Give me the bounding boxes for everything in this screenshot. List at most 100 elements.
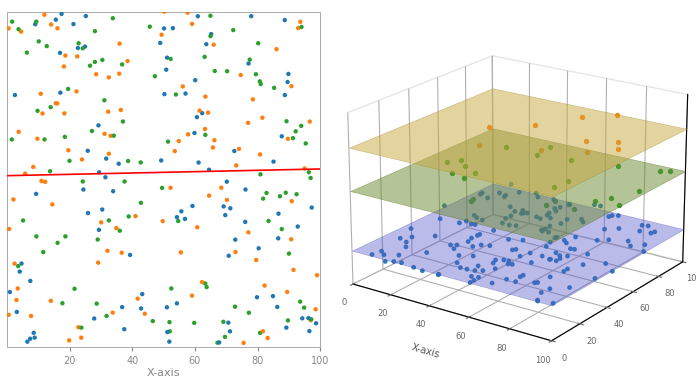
Point xyxy=(119,178,130,184)
Point xyxy=(200,126,211,132)
Point xyxy=(108,188,119,194)
Point xyxy=(200,132,211,138)
Point xyxy=(291,191,302,198)
Point xyxy=(13,26,24,32)
Point xyxy=(304,119,315,125)
Point xyxy=(219,334,230,340)
Point xyxy=(132,296,143,302)
Point xyxy=(52,25,63,31)
Point xyxy=(79,44,90,50)
Point xyxy=(114,228,125,234)
Point xyxy=(82,210,93,216)
Point xyxy=(286,198,297,204)
Point xyxy=(273,235,284,241)
Point xyxy=(255,151,266,157)
Point xyxy=(306,204,317,211)
Point xyxy=(221,197,232,203)
Point xyxy=(107,310,118,316)
Point xyxy=(242,120,253,126)
Point xyxy=(165,56,176,62)
Point xyxy=(259,283,270,289)
Point xyxy=(230,162,242,169)
Point xyxy=(11,309,22,315)
Point xyxy=(196,279,207,285)
Point xyxy=(247,96,258,102)
Point xyxy=(22,338,33,345)
Point xyxy=(32,136,43,142)
Point xyxy=(92,236,103,243)
Point xyxy=(50,17,61,23)
Point xyxy=(57,300,68,306)
Point xyxy=(4,289,15,295)
Point xyxy=(166,285,177,291)
Point xyxy=(229,148,240,154)
Point xyxy=(175,249,187,256)
Point xyxy=(31,18,42,25)
Point xyxy=(164,319,175,325)
Point xyxy=(303,315,314,321)
Point xyxy=(295,19,306,25)
Point xyxy=(161,329,173,335)
Point xyxy=(177,84,189,90)
Point xyxy=(45,22,56,28)
Point xyxy=(122,58,133,64)
Point xyxy=(310,320,322,326)
Point xyxy=(33,38,45,44)
Point xyxy=(171,214,182,220)
Point xyxy=(144,23,155,30)
Point xyxy=(84,63,95,69)
Point xyxy=(304,328,315,334)
Point xyxy=(216,184,227,191)
Point xyxy=(101,313,112,319)
Point xyxy=(157,185,168,191)
Point xyxy=(282,79,293,85)
Point xyxy=(136,305,147,311)
Point xyxy=(40,179,51,185)
Point xyxy=(102,248,113,254)
Point xyxy=(279,92,290,98)
Point xyxy=(233,146,244,152)
Point xyxy=(200,41,212,47)
Point xyxy=(169,148,180,154)
Point xyxy=(25,278,36,284)
Point xyxy=(60,233,71,239)
Point xyxy=(255,171,266,177)
Point xyxy=(283,251,294,257)
Point xyxy=(269,85,280,91)
Point xyxy=(182,10,193,16)
Point xyxy=(261,190,272,196)
Point xyxy=(173,138,184,144)
Point xyxy=(161,304,173,310)
Point xyxy=(37,110,48,117)
Point xyxy=(194,107,205,114)
Point xyxy=(116,107,127,113)
Point xyxy=(9,92,20,98)
Point xyxy=(180,216,191,222)
Point xyxy=(200,280,211,286)
Point xyxy=(118,119,129,125)
Point xyxy=(111,225,122,231)
Point xyxy=(139,311,150,317)
Point xyxy=(6,18,17,25)
Point xyxy=(63,337,74,343)
Point xyxy=(230,304,241,310)
Point xyxy=(72,45,84,51)
Point xyxy=(125,252,136,258)
Point xyxy=(73,40,84,46)
Point xyxy=(94,169,105,175)
Point xyxy=(82,148,93,154)
Point xyxy=(22,50,33,56)
Point xyxy=(191,224,203,230)
Point xyxy=(45,104,56,110)
Point xyxy=(36,178,47,184)
Point xyxy=(105,133,116,139)
Point xyxy=(299,166,310,172)
Point xyxy=(279,17,290,23)
Point xyxy=(288,267,299,273)
Point xyxy=(108,132,119,139)
Point xyxy=(191,114,203,120)
Point xyxy=(189,320,200,326)
Point xyxy=(296,315,308,321)
Point xyxy=(283,71,294,77)
Point xyxy=(122,158,134,164)
